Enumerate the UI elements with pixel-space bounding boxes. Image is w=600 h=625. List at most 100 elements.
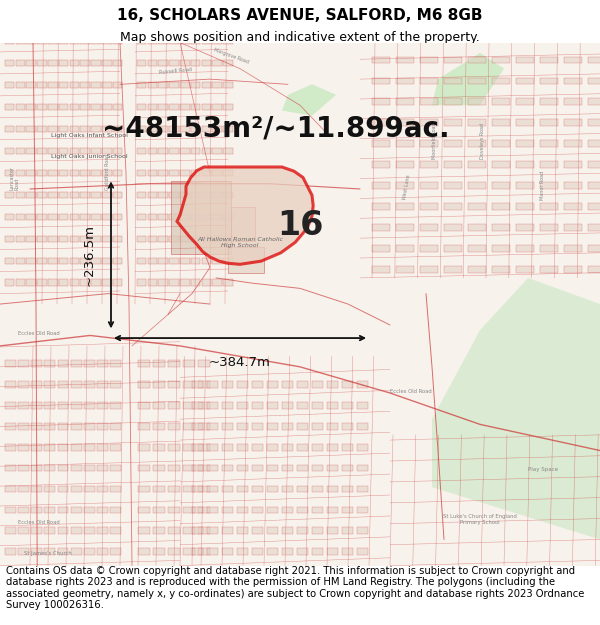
Bar <box>588 119 600 126</box>
Bar <box>18 444 29 451</box>
Bar <box>222 444 233 451</box>
Bar <box>113 169 122 176</box>
Text: Eccles Old Road: Eccles Old Road <box>390 389 432 394</box>
Bar <box>207 381 218 388</box>
Bar <box>37 236 47 242</box>
Bar <box>192 444 203 451</box>
Bar <box>113 258 122 264</box>
Bar <box>420 266 438 272</box>
Bar <box>540 161 558 168</box>
Bar <box>180 214 190 220</box>
Bar <box>183 444 195 451</box>
Bar <box>564 161 582 168</box>
Bar <box>191 82 200 88</box>
Bar <box>91 279 101 286</box>
Bar <box>420 78 438 84</box>
Bar <box>223 126 233 132</box>
Bar <box>5 548 16 555</box>
Bar <box>492 119 510 126</box>
Bar <box>59 60 68 66</box>
Bar <box>138 486 150 492</box>
Bar <box>444 119 462 126</box>
Bar <box>372 161 390 168</box>
Bar <box>80 214 90 220</box>
Bar <box>180 60 190 66</box>
Bar <box>312 444 323 451</box>
Bar <box>16 126 25 132</box>
Bar <box>31 381 42 388</box>
Bar <box>113 60 122 66</box>
Bar <box>18 548 29 555</box>
Polygon shape <box>432 53 504 105</box>
Bar <box>191 148 200 154</box>
Bar <box>223 104 233 110</box>
Bar <box>158 236 168 242</box>
Bar <box>588 161 600 168</box>
Bar <box>113 126 122 132</box>
Bar <box>252 528 263 534</box>
Bar <box>148 60 157 66</box>
Bar <box>148 258 157 264</box>
Bar <box>168 548 180 555</box>
Bar <box>168 486 180 492</box>
Bar <box>113 82 122 88</box>
Text: Moorfield Road: Moorfield Road <box>432 122 437 159</box>
Bar <box>252 444 263 451</box>
Bar <box>192 548 203 555</box>
Bar <box>37 38 47 44</box>
Bar <box>183 548 195 555</box>
Bar <box>342 381 353 388</box>
Bar <box>153 402 165 409</box>
Bar <box>91 38 101 44</box>
Bar <box>137 38 146 44</box>
Bar <box>31 506 42 513</box>
Bar <box>516 161 534 168</box>
Bar <box>444 245 462 252</box>
Bar <box>588 78 600 84</box>
Bar <box>58 381 68 388</box>
Bar <box>444 57 462 63</box>
Bar <box>148 38 157 44</box>
Bar <box>102 126 112 132</box>
Bar <box>282 444 293 451</box>
Bar <box>180 38 190 44</box>
Bar <box>5 402 16 409</box>
Bar <box>18 402 29 409</box>
Bar <box>5 126 14 132</box>
Bar <box>237 528 248 534</box>
Bar <box>237 422 248 429</box>
Bar <box>492 57 510 63</box>
Bar <box>16 192 25 198</box>
Bar <box>223 148 233 154</box>
Bar <box>80 82 90 88</box>
Bar <box>70 169 79 176</box>
Bar <box>191 38 200 44</box>
Text: 16, SCHOLARS AVENUE, SALFORD, M6 8GB: 16, SCHOLARS AVENUE, SALFORD, M6 8GB <box>117 8 483 22</box>
Bar <box>372 224 390 231</box>
Bar <box>44 444 55 451</box>
Bar <box>37 279 47 286</box>
Bar <box>468 99 486 105</box>
Bar <box>138 360 150 367</box>
Bar <box>137 60 146 66</box>
Bar <box>492 161 510 168</box>
Bar <box>97 422 108 429</box>
Bar <box>357 381 368 388</box>
Bar <box>540 99 558 105</box>
Bar <box>444 99 462 105</box>
Bar <box>58 422 68 429</box>
Bar <box>5 104 14 110</box>
Bar <box>183 506 195 513</box>
Bar <box>492 245 510 252</box>
Bar <box>169 258 179 264</box>
Text: West Lane: West Lane <box>402 174 412 201</box>
Bar <box>148 148 157 154</box>
Bar <box>207 486 218 492</box>
Bar <box>158 60 168 66</box>
Bar <box>223 279 233 286</box>
Bar <box>59 258 68 264</box>
Text: Russell Road: Russell Road <box>159 67 193 75</box>
Text: Contains OS data © Crown copyright and database right 2021. This information is : Contains OS data © Crown copyright and d… <box>6 566 584 611</box>
Bar <box>18 360 29 367</box>
Bar <box>16 236 25 242</box>
